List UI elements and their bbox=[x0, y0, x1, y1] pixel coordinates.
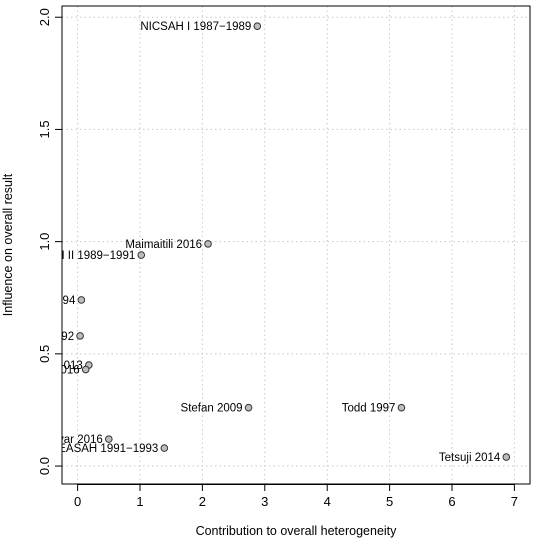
x-tick-label: 1 bbox=[136, 494, 143, 509]
x-tick-label: 5 bbox=[386, 494, 393, 509]
x-tick-label: 2 bbox=[199, 494, 206, 509]
data-point bbox=[77, 296, 86, 304]
data-point bbox=[76, 332, 84, 340]
point-label: Todd 1997 bbox=[342, 403, 396, 415]
y-axis: 0.0 0.5 1.0 1.5 2.0 bbox=[37, 8, 62, 475]
point-label: Stefan 2009 bbox=[181, 403, 243, 415]
point-label: H II 1989−1991 bbox=[56, 250, 135, 262]
x-tick-label: 4 bbox=[324, 494, 331, 509]
point-label: 016 bbox=[61, 365, 80, 377]
x-tick-label: 0 bbox=[74, 494, 81, 509]
data-point bbox=[244, 403, 253, 412]
y-axis-title: Influence on overall result bbox=[1, 173, 15, 316]
point-label: 013 bbox=[64, 360, 83, 372]
point-label: Maimaitili 2016 bbox=[125, 239, 202, 251]
point-label: 92 bbox=[61, 331, 74, 343]
y-tick-label: 0.0 bbox=[37, 457, 52, 475]
x-tick-label: 6 bbox=[448, 494, 455, 509]
y-tick-label: 1.5 bbox=[37, 120, 52, 138]
x-tick-label: 7 bbox=[511, 494, 518, 509]
points bbox=[76, 22, 511, 461]
data-point bbox=[105, 435, 113, 443]
x-axis-title: Contribution to overall heterogeneity bbox=[196, 524, 398, 538]
point-label: 94 bbox=[63, 295, 76, 307]
point-label: EASAH 1991−1993 bbox=[58, 443, 158, 455]
y-tick-label: 2.0 bbox=[37, 8, 52, 26]
x-axis: 0 1 2 3 4 5 6 7 bbox=[74, 484, 518, 509]
data-point bbox=[81, 365, 90, 374]
grid bbox=[62, 6, 530, 484]
point-label: yar 2016 bbox=[58, 434, 103, 446]
data-point bbox=[137, 251, 146, 259]
y-tick-label: 0.5 bbox=[37, 345, 52, 363]
data-point bbox=[397, 403, 406, 412]
data-point bbox=[204, 240, 212, 248]
data-point bbox=[502, 453, 511, 461]
y-tick-label: 1.0 bbox=[37, 233, 52, 251]
x-tick-label: 3 bbox=[261, 494, 268, 509]
data-point bbox=[160, 444, 169, 452]
point-label: Tetsuji 2014 bbox=[439, 452, 501, 464]
data-point bbox=[253, 22, 262, 30]
point-label: NICSAH I 1987−1989 bbox=[140, 21, 251, 33]
